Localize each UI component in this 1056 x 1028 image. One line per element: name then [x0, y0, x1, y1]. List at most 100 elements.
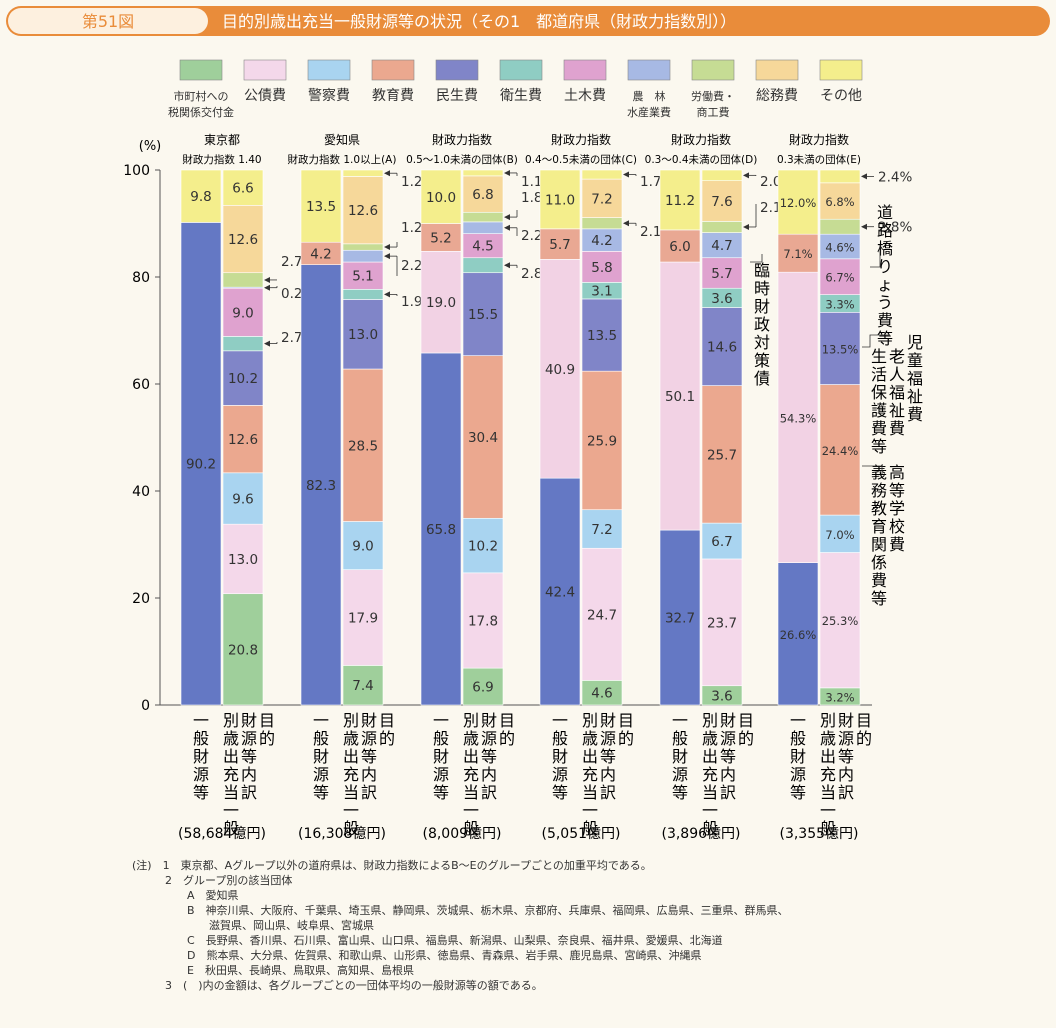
annotation-rojin: 人 [889, 365, 905, 384]
figure-label-box [8, 8, 208, 34]
annotation-jido: 祉 [907, 387, 923, 406]
annotation-rinji: 政 [754, 315, 770, 334]
legend-label-kosaihi: 公債費 [244, 88, 286, 104]
x-label-right: 当 [820, 783, 836, 802]
legend-swatch-minsei [435, 59, 479, 81]
legend-swatch-eisei [499, 59, 543, 81]
annotation-rinji: 債 [754, 369, 770, 388]
group-title: 財政力指数 [551, 132, 611, 147]
leader-arrow [384, 291, 390, 298]
data-label-left-sonota: 13.5 [306, 199, 336, 215]
annotation-rinji: 時 [754, 279, 770, 298]
data-label-right-minsei: 13.0 [348, 327, 378, 343]
x-label-right: 般 [582, 819, 598, 838]
data-label-right-keisatsu: 7.0% [825, 528, 854, 542]
x-label-right: 訳 [481, 783, 497, 802]
bar-segment-right-somu [222, 205, 264, 274]
bar-segment-right-rodo [819, 218, 861, 235]
leader-arrow [384, 170, 390, 177]
group-title: 東京都 [204, 133, 240, 147]
data-label-right-sonota: 1.1 [521, 174, 542, 190]
group-title: 0.5〜1.0未満の団体(B) [406, 154, 518, 166]
bar-segment-right-kosaihi [462, 572, 504, 669]
bar-segment-left-chihoukoufuzei [420, 251, 462, 354]
legend-swatch-norin [627, 59, 671, 81]
bar-segment-left-sonota [659, 169, 701, 231]
data-label-right-somu: 12.6 [228, 232, 258, 248]
x-label-right: 的 [856, 729, 872, 748]
x-label-right: 一 [820, 801, 836, 820]
bar-segment-right-keisatsu [462, 517, 504, 574]
annotation-seikatsu: 費 [871, 419, 887, 438]
annotation-rojin: 費 [889, 419, 905, 438]
x-label-right: 源 [241, 729, 257, 748]
data-label-right-sonota: 6.6 [232, 181, 253, 197]
y-tick-label: 100 [123, 163, 150, 179]
annotation-jido: 福 [907, 369, 923, 388]
x-label-right: 財 [481, 711, 497, 730]
data-label-right-minsei: 10.2 [228, 371, 258, 387]
data-label-right-eisei: 1.9 [401, 294, 422, 310]
x-label-right: 別 [343, 711, 359, 730]
annotation-doro: 道 [877, 203, 893, 222]
bar-segment-right-sonota [462, 169, 504, 177]
x-label-left: 等 [433, 783, 449, 802]
x-label-right: 般 [702, 819, 718, 838]
x-label-right: 出 [582, 747, 598, 766]
x-label-right: 内 [241, 765, 257, 784]
legend-swatch-doboku [563, 59, 607, 81]
data-label-left-chihouzei: 42.4 [545, 585, 575, 601]
x-label-left: 源 [552, 765, 568, 784]
footnote-line: 3 ( )内の金額は、各グループごとの一団体平均の一般財源等の額である。 [132, 979, 543, 992]
x-label-left: 般 [313, 729, 329, 748]
x-label-right: 財 [720, 711, 736, 730]
data-label-right-rodo: 1.2 [401, 220, 422, 236]
data-label-right-eisei: 2.8 [521, 266, 542, 282]
group-title: 財政力指数 [671, 132, 731, 147]
data-label-right-minsei: 15.5 [468, 307, 498, 323]
annotation-jido: 費 [907, 405, 923, 424]
x-label-right: 源 [361, 729, 377, 748]
data-label-right-norin: 4.2 [591, 233, 612, 249]
bar-segment-right-keisatsu [701, 522, 743, 560]
data-label-right-kyoiku: 24.4% [822, 444, 859, 458]
bar-segment-right-doboku [701, 257, 743, 289]
data-label-right-somu: 7.2 [591, 191, 612, 207]
x-label-right: 当 [343, 783, 359, 802]
bar-segment-right-somu [342, 176, 384, 245]
x-label-right: 充 [343, 765, 359, 784]
data-label-right-doboku: 4.5 [472, 239, 493, 255]
data-label-right-rodo: 2.7 [281, 254, 302, 270]
data-label-right-somu: 6.8 [472, 187, 493, 203]
data-label-right-minsei: 13.5 [587, 328, 617, 344]
x-label-right: 別 [223, 711, 239, 730]
x-label-right: 的 [499, 729, 515, 748]
bar-segment-right-minsei [819, 312, 861, 385]
group-amount: (8,009億円) [422, 826, 501, 842]
x-label-right: 等 [361, 747, 377, 766]
bar-segment-right-shichoson [222, 593, 264, 706]
footnote-line: A 愛知県 [132, 889, 239, 902]
x-label-right: 充 [702, 765, 718, 784]
data-label-left-chihouzei: 65.8 [426, 522, 456, 538]
leader-arrow [743, 223, 749, 230]
annotation-doro: 橋 [877, 239, 893, 258]
annotation-doro: り [877, 257, 893, 276]
x-label-right: 的 [259, 729, 275, 748]
leader-arrow [264, 340, 270, 347]
data-label-left-chihouzei: 26.6% [780, 628, 817, 642]
data-label-right-norin: 2.2 [401, 258, 422, 274]
x-label-right: 的 [379, 729, 395, 748]
x-label-right: 等 [481, 747, 497, 766]
annotation-seikatsu: 生 [871, 347, 887, 366]
bar-segment-right-kyoiku [462, 355, 504, 519]
data-label-right-keisatsu: 9.6 [232, 491, 253, 507]
leader-arrow [743, 172, 749, 179]
annotation-koto: 校 [889, 517, 905, 536]
data-label-left-rinji: 5.2 [430, 230, 451, 246]
data-label-left-rinji: 6.0 [669, 239, 690, 255]
data-label-left-chihoukoufuzei: 40.9 [545, 362, 575, 378]
data-label-left-chihoukoufuzei: 50.1 [665, 389, 695, 405]
bar-segment-left-sonota [420, 169, 462, 224]
